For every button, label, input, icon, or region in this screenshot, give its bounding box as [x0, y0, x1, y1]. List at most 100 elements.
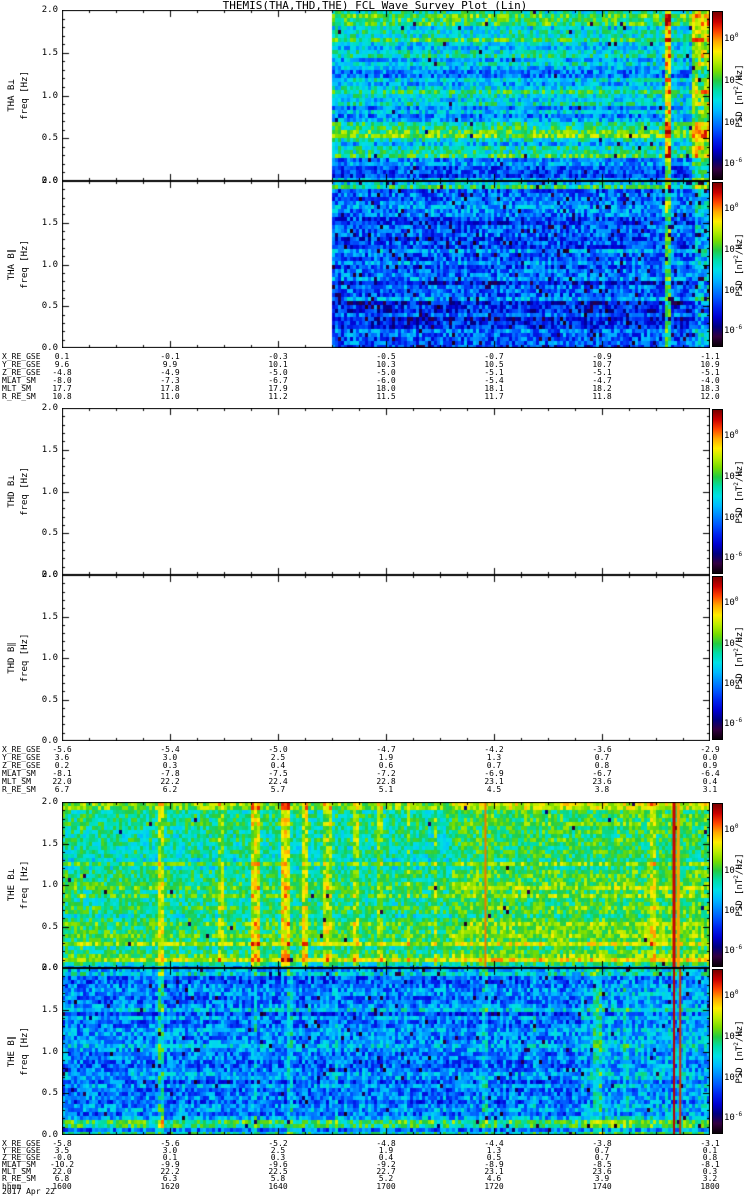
ephemeris-value: -4.0: [700, 376, 720, 385]
freq-tick-label: 2.0: [41, 797, 58, 807]
ephemeris-value: -3.8: [592, 1139, 612, 1148]
freq-tick-label: 0.5: [41, 133, 58, 144]
freq-tick-label: 1.5: [41, 1004, 58, 1015]
freq-tick-label: 0.0: [41, 343, 58, 353]
ephemeris-value: 11.7: [484, 392, 504, 401]
colorbar-tick-label: 10-6: [724, 717, 743, 730]
the-bperp-name-label: THE B⊥: [7, 868, 17, 902]
ephemeris-value: -5.4: [160, 745, 180, 754]
ephemeris-value: 2.5: [270, 753, 286, 762]
time-tick-label: 1740: [592, 1182, 612, 1191]
ephemeris-value: -5.1: [484, 368, 504, 377]
thd-bperp-name-label: THD B⊥: [7, 475, 17, 508]
freq-tick-label: 0.0: [41, 963, 58, 973]
ephemeris-row-label-y_re_gse: Y_RE_GSE: [2, 360, 41, 369]
ephemeris-value: -5.8: [52, 1139, 72, 1148]
tha-bpar-axis-label: THA B∥ freq [Hz]: [6, 181, 32, 348]
colorbar-tick-label: 10-4: [724, 284, 743, 297]
ephemeris-row-label-r_re_sm: R_RE_SM: [2, 1174, 36, 1183]
freq-tick-label: 0.5: [41, 694, 58, 705]
colorbar-tick-label: 100: [724, 429, 739, 442]
ephemeris-value: 5.8: [270, 1174, 286, 1183]
ephemeris-row-label-z_re_gse: Z_RE_GSE: [2, 761, 41, 770]
ephemeris-value: 3.8: [594, 785, 610, 794]
freq-unit-label: freq [Hz]: [20, 240, 30, 289]
ephemeris-value: 11.8: [592, 392, 612, 401]
ephemeris-value: 0.2: [54, 761, 70, 770]
ephemeris-value: 22.0: [52, 777, 72, 786]
time-tick-label: 1600: [52, 1182, 72, 1191]
psd-unit-label: PSD [nT2/Hz]: [733, 232, 745, 297]
ephemeris-value: 18.3: [700, 384, 720, 393]
ephemeris-value: 0.1: [702, 1146, 718, 1155]
ephemeris-value: -4.8: [376, 1139, 396, 1148]
ephemeris-value: 10.3: [376, 360, 396, 369]
date-label: 2017 Apr 22: [2, 1187, 55, 1196]
ephemeris-value: -5.4: [484, 376, 504, 385]
ephemeris-value: -0.3: [268, 352, 288, 361]
tha-bperp-name-label: THA B⊥: [7, 79, 17, 112]
the-bperp-axis-label: THE B⊥ freq [Hz]: [6, 802, 32, 968]
ephemeris-value: 1.9: [378, 753, 394, 762]
ephemeris-value: -6.9: [484, 769, 504, 778]
ephemeris-value: 23.6: [592, 1167, 612, 1176]
ephemeris-value: 0.3: [270, 1153, 286, 1162]
ephemeris-value: 0.9: [702, 761, 718, 770]
ephemeris-value: 0.8: [702, 1153, 718, 1162]
ephemeris-value: -5.6: [52, 745, 72, 754]
time-tick-label: 1700: [376, 1182, 396, 1191]
ephemeris-value: 11.2: [268, 392, 288, 401]
freq-tick-label: 1.0: [41, 1046, 58, 1057]
freq-tick-label: 0.5: [41, 301, 58, 312]
psd-unit-label: PSD [nT2/Hz]: [733, 626, 745, 690]
thd-bpar-spectrogram: [62, 575, 710, 741]
ephemeris-value: 22.8: [376, 777, 396, 786]
the-bperp-spectrogram: [62, 802, 710, 968]
colorbar-tick-label: 10-4: [724, 115, 743, 128]
ephemeris-row-label-mlat_sm: MLAT_SM: [2, 1160, 36, 1169]
ephemeris-value: 11.0: [160, 392, 180, 401]
ephemeris-value: -10.2: [49, 1160, 75, 1169]
ephemeris-value: 10.1: [268, 360, 288, 369]
ephemeris-value: -6.7: [592, 769, 612, 778]
ephemeris-value: 0.7: [594, 1153, 610, 1162]
colorbar-tick-label: 10-2: [724, 1030, 743, 1043]
ephemeris-value: -4.2: [484, 745, 504, 754]
the-bpar-spectrogram: [62, 968, 710, 1135]
ephemeris-value: 0.4: [378, 1153, 394, 1162]
ephemeris-value: -5.1: [592, 368, 612, 377]
ephemeris-value: -5.0: [268, 745, 288, 754]
colorbar-tick-label: 10-4: [724, 511, 743, 524]
freq-unit-label: freq [Hz]: [20, 1027, 30, 1076]
ephemeris-value: -4.4: [484, 1139, 504, 1148]
the-bpar-axis-label: THE B∥ freq [Hz]: [6, 968, 32, 1135]
ephemeris-value: 0.4: [702, 777, 718, 786]
psd-unit-label: PSD [nT2/Hz]: [733, 1019, 745, 1084]
ephemeris-value: 22.7: [376, 1167, 396, 1176]
thd-bpar-colorbar: [712, 576, 723, 740]
ephemeris-value: -4.7: [592, 376, 612, 385]
ephemeris-value: 9.9: [162, 360, 178, 369]
freq-tick-label: 1.5: [41, 444, 58, 455]
colorbar-tick-label: 100: [724, 31, 739, 44]
freq-tick-label: 1.0: [41, 259, 58, 270]
ephemeris-row-label-z_re_gse: Z_RE_GSE: [2, 368, 41, 377]
ephemeris-value: -7.5: [268, 769, 288, 778]
ephemeris-value: -5.2: [268, 1139, 288, 1148]
colorbar-tick-label: 100: [724, 596, 739, 609]
ephemeris-value: 6.8: [54, 1174, 70, 1183]
time-tick-label: 1800: [700, 1182, 720, 1191]
ephemeris-row-label-x_re_gse: X_RE_GSE: [2, 352, 41, 361]
thd-bperp-spectrogram: [62, 408, 710, 575]
colorbar-tick-label: 10-2: [724, 636, 743, 649]
colorbar-tick-label: 10-4: [724, 904, 743, 917]
time-tick-label: 1620: [160, 1182, 180, 1191]
colorbar-tick-label: 10-6: [724, 156, 743, 169]
ephemeris-value: -4.9: [160, 368, 180, 377]
freq-tick-label: 0.5: [41, 921, 58, 932]
colorbar-tick-label: 100: [724, 823, 739, 836]
freq-tick-label: 2.0: [41, 570, 58, 580]
ephemeris-value: -5.0: [268, 368, 288, 377]
colorbar-tick-label: 10-2: [724, 863, 743, 876]
